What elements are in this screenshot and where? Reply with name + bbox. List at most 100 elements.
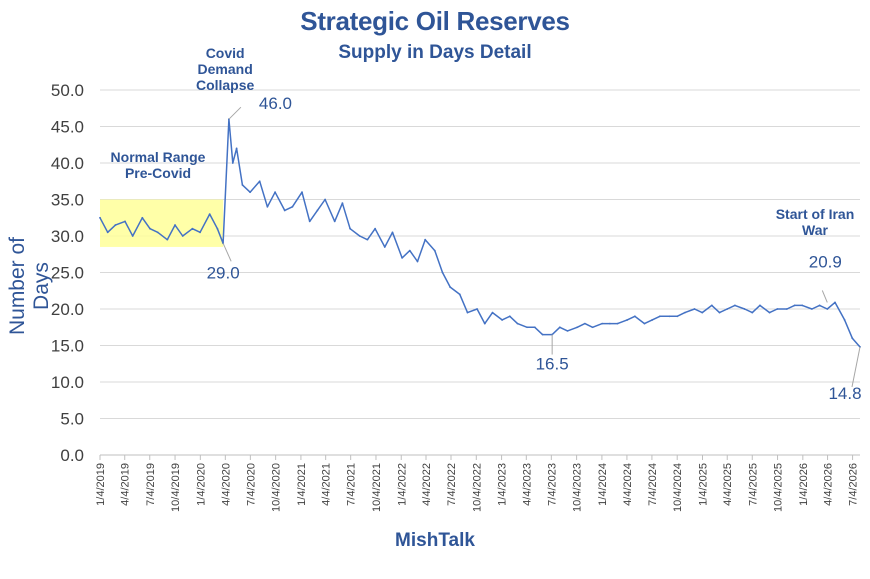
data-point (424, 238, 427, 241)
data-point (199, 231, 201, 234)
data-label: 46.0 (259, 94, 292, 113)
data-point (558, 326, 561, 329)
data-point (701, 311, 704, 314)
data-label: 16.5 (536, 355, 569, 374)
x-tick-label: 4/4/2024 (622, 463, 634, 506)
data-point (826, 308, 829, 310)
annotation-text: War (802, 222, 828, 238)
data-point (793, 304, 796, 307)
x-tick-label: 7/4/2020 (245, 463, 257, 506)
data-point (734, 304, 736, 307)
x-tick-label: 10/4/2019 (170, 463, 182, 512)
data-point (533, 326, 536, 329)
data-point (476, 308, 479, 310)
data-point (616, 322, 619, 325)
x-tick-label: 10/4/2022 (471, 463, 483, 512)
data-point (801, 304, 804, 307)
data-point (516, 322, 519, 325)
data-point (566, 330, 569, 332)
data-point (141, 216, 144, 219)
x-tick-label: 1/4/2024 (597, 463, 609, 506)
x-tick-label: 10/4/2021 (371, 463, 383, 512)
data-point (208, 213, 211, 216)
annotation-text: Start of Iran (776, 206, 855, 222)
x-tick-label: 1/4/2021 (296, 463, 308, 506)
data-point (466, 311, 469, 314)
data-point (216, 227, 219, 230)
series-layer (99, 118, 861, 348)
data-label: 20.9 (809, 252, 842, 271)
data-point (608, 322, 611, 325)
x-tick-label: 1/4/2019 (95, 463, 107, 506)
x-tick-label: 7/4/2024 (647, 463, 659, 506)
data-point (658, 315, 661, 318)
data-point (726, 308, 729, 310)
data-point (751, 311, 754, 314)
data-point (258, 180, 261, 183)
data-point (633, 315, 636, 318)
y-tick-label: 40.0 (51, 154, 84, 173)
data-point (441, 271, 444, 274)
data-point (274, 191, 276, 194)
data-point (626, 319, 629, 321)
annotation-leader (228, 106, 242, 120)
data-point (785, 308, 788, 310)
annotation-text: Collapse (196, 77, 255, 93)
data-point (843, 319, 846, 321)
x-tick-label: 1/4/2020 (195, 463, 207, 506)
data-point (810, 308, 813, 310)
data-point (106, 231, 109, 234)
data-point (131, 235, 134, 237)
x-tick-label: 10/4/2020 (271, 463, 283, 512)
x-tick-label: 1/4/2022 (396, 463, 408, 506)
gridlines (100, 89, 860, 456)
data-point (483, 322, 486, 325)
x-tick-label: 4/4/2020 (220, 463, 232, 506)
y-tick-label: 25.0 (51, 264, 84, 283)
x-tick-label: 7/4/2023 (546, 463, 558, 506)
x-tick-label: 10/4/2024 (672, 463, 684, 512)
data-point (526, 326, 529, 329)
data-point (834, 301, 836, 304)
data-point (601, 322, 604, 325)
data-point (374, 227, 377, 230)
data-point (768, 311, 771, 314)
data-point (249, 191, 251, 194)
x-tick-label: 4/4/2025 (722, 463, 734, 506)
data-point (591, 326, 594, 329)
data-point (401, 257, 403, 259)
data-point (491, 311, 494, 314)
data-point (181, 235, 184, 237)
data-point (291, 205, 294, 208)
data-point (191, 227, 194, 230)
data-point (776, 308, 779, 310)
annotation-text: Pre-Covid (125, 165, 191, 181)
y-tick-label: 45.0 (51, 118, 84, 137)
x-tick-label: 4/4/2019 (120, 463, 132, 506)
data-point (166, 238, 169, 241)
data-label: 14.8 (828, 384, 861, 403)
data-point (851, 337, 854, 340)
data-point (693, 308, 696, 310)
y-tick-label: 5.0 (60, 410, 84, 429)
data-point (366, 238, 369, 241)
data-point (156, 231, 159, 234)
data-point (668, 315, 671, 318)
x-tick-label: 10/4/2023 (572, 463, 584, 512)
data-point (743, 308, 746, 310)
data-point (391, 231, 394, 234)
y-tick-label: 35.0 (51, 191, 84, 210)
x-tick-label: 4/4/2023 (521, 463, 533, 506)
data-point (324, 198, 327, 201)
y-tick-label: 20.0 (51, 300, 84, 319)
data-label: 29.0 (207, 263, 240, 282)
data-point (301, 191, 303, 194)
annotation-text: Normal Range (111, 149, 206, 165)
data-point (333, 220, 336, 223)
chart-subtitle: Supply in Days Detail (338, 42, 532, 63)
data-point (358, 235, 361, 237)
data-point (541, 333, 544, 336)
data-point (818, 304, 821, 307)
x-axis-ticks: 1/4/2019 4/4/2019 7/4/2019 10/4/2019 1/4/202… (95, 455, 860, 512)
